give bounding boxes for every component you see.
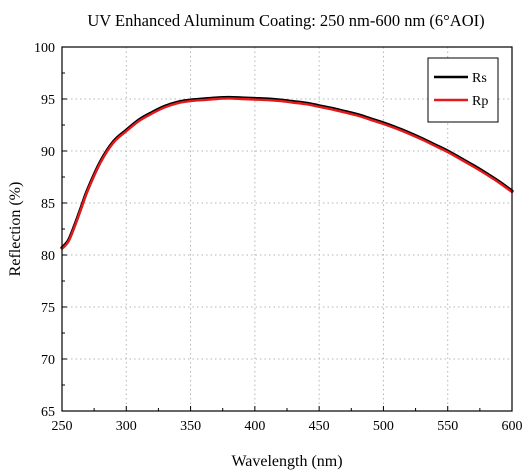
legend-label-rp: Rp xyxy=(472,94,488,109)
y-tick-label: 90 xyxy=(41,145,55,160)
legend-label-rs: Rs xyxy=(472,71,487,86)
y-tick-label: 65 xyxy=(41,405,55,420)
x-tick-label: 250 xyxy=(52,419,73,434)
x-tick-label: 600 xyxy=(502,419,523,434)
series-group xyxy=(60,95,514,250)
x-tick-label: 550 xyxy=(437,419,458,434)
x-tick-label: 500 xyxy=(373,419,394,434)
x-tick-label: 400 xyxy=(244,419,265,434)
x-axis-label: Wavelength (nm) xyxy=(231,453,342,470)
y-axis-label: Reflection (%) xyxy=(7,182,24,277)
chart-title: UV Enhanced Aluminum Coating: 250 nm-600… xyxy=(87,11,484,30)
legend-box xyxy=(427,57,499,123)
series-line-rp xyxy=(60,97,514,250)
y-tick-label: 70 xyxy=(41,353,55,368)
y-tick-label: 85 xyxy=(41,197,55,212)
x-tick-label: 300 xyxy=(116,419,137,434)
y-tick-label: 100 xyxy=(34,41,55,56)
axes: 250 300 350 400 450 500 550 600 65 70 75 80 85 90 95 10… xyxy=(34,41,523,434)
x-tick-label: 450 xyxy=(309,419,330,434)
y-tick-label: 75 xyxy=(41,301,55,316)
y-tick-label: 95 xyxy=(41,93,55,108)
y-tick-label: 80 xyxy=(41,249,55,264)
x-tick-label: 350 xyxy=(180,419,201,434)
legend: Rs Rp xyxy=(427,57,499,123)
